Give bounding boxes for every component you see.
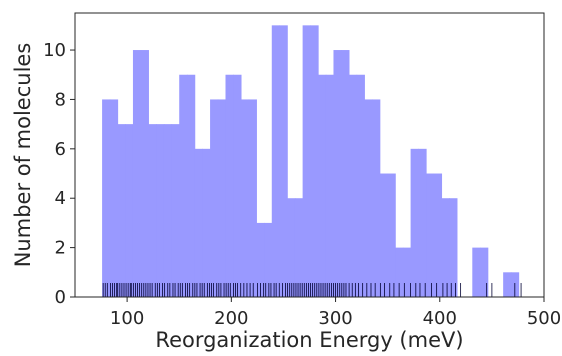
histogram-bar	[379, 173, 389, 297]
histogram-bar	[148, 124, 157, 297]
histogram-bar	[271, 25, 281, 297]
histogram-bar	[441, 198, 450, 297]
histogram-bar	[348, 74, 358, 297]
y-tick-label: 6	[55, 139, 66, 160]
histogram-bar	[472, 247, 481, 297]
histogram-bar	[217, 99, 227, 297]
y-axis-ticks: 0 2 4 6 8 10	[43, 40, 75, 308]
histogram-bar	[256, 222, 265, 297]
histogram-bar	[449, 198, 458, 297]
histogram-bar	[310, 25, 319, 297]
x-tick-label: 300	[318, 308, 352, 329]
histogram-bar	[240, 99, 250, 297]
y-tick-label: 4	[55, 188, 66, 209]
histogram-bar	[225, 74, 234, 297]
plot-frame	[74, 12, 545, 298]
histogram-bar	[233, 74, 242, 297]
histogram-bar	[186, 74, 196, 297]
histogram-bar	[264, 222, 273, 297]
histogram-bar	[318, 74, 327, 297]
histogram-bar	[156, 124, 165, 297]
histogram-bar	[287, 198, 296, 297]
x-axis-ticks: 100 200 300 400 500	[110, 297, 561, 329]
histogram-bar	[140, 50, 149, 297]
histogram-bar	[194, 148, 203, 297]
histogram-bar	[433, 173, 443, 297]
histogram-bar	[333, 50, 342, 297]
histogram-bar	[125, 124, 134, 297]
y-tick-label: 8	[55, 89, 66, 110]
histogram-bar	[395, 247, 404, 297]
histogram-bar	[402, 247, 412, 297]
x-tick-label: 500	[527, 308, 561, 329]
histogram-bar	[109, 99, 119, 297]
x-tick-label: 100	[110, 308, 144, 329]
y-tick-label: 2	[55, 238, 66, 259]
histogram-bar	[132, 50, 142, 297]
histogram-bar	[426, 173, 435, 297]
rug-marks	[102, 283, 522, 297]
histogram-bar	[410, 148, 419, 297]
histogram-bar	[364, 99, 373, 297]
histogram-bar	[102, 99, 111, 297]
histogram-bar	[325, 74, 335, 297]
histogram-bar	[117, 124, 126, 297]
histogram-bar	[418, 148, 427, 297]
y-tick-label: 10	[43, 40, 66, 61]
histogram-bar	[372, 99, 381, 297]
histogram-bar	[279, 25, 288, 297]
histogram-bars	[102, 25, 520, 297]
histogram-bar	[202, 148, 211, 297]
y-axis-label: Number of molecules	[11, 43, 35, 268]
histogram-bar	[171, 124, 180, 297]
histogram-bar	[294, 198, 304, 297]
histogram-bar	[179, 74, 188, 297]
histogram-bar	[210, 99, 219, 297]
x-axis-label: Reorganization Energy (meV)	[155, 328, 463, 352]
histogram-bar	[387, 173, 396, 297]
y-tick-label: 0	[55, 287, 66, 308]
histogram-bar	[302, 25, 311, 297]
histogram-bar	[341, 50, 350, 297]
x-tick-label: 200	[214, 308, 248, 329]
histogram-bar	[163, 124, 173, 297]
x-tick-label: 400	[423, 308, 457, 329]
histogram-bar	[248, 99, 257, 297]
histogram-bar	[480, 247, 489, 297]
histogram-bar	[503, 272, 512, 297]
histogram-bar	[356, 74, 365, 297]
